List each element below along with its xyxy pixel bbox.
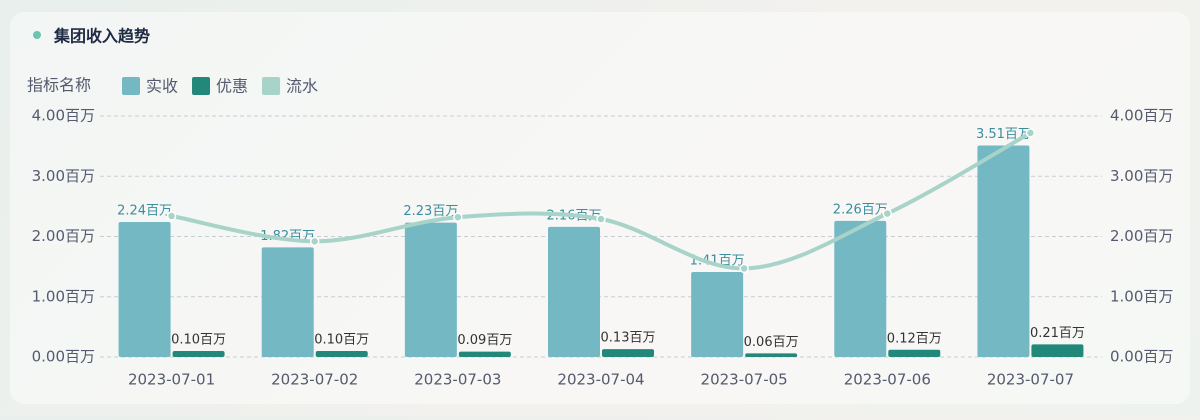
y-tick-label: 0.00百万 — [32, 348, 95, 366]
legend-title: 指标名称 — [27, 76, 91, 95]
bar — [172, 350, 225, 357]
x-tick-label: 2023-07-01 — [128, 371, 215, 389]
value-label: 0.09百万 — [457, 333, 512, 348]
chart-title: 集团收入趋势 — [53, 27, 150, 46]
y-tick-label: 4.00百万 — [32, 107, 95, 125]
bar — [1031, 344, 1084, 357]
legend-swatch — [192, 77, 211, 95]
value-label: 3.51百万 — [976, 127, 1031, 142]
y-tick-label: 2.00百万 — [32, 227, 95, 245]
y-tick-label: 1.00百万 — [32, 287, 95, 305]
value-label: 0.12百万 — [887, 331, 942, 346]
line-point — [596, 214, 606, 224]
legend-label: 实收 — [146, 77, 178, 96]
value-label: 0.10百万 — [171, 332, 226, 347]
line-point — [882, 208, 893, 219]
y2-tick-label: 2.00百万 — [1110, 227, 1173, 245]
bar — [404, 222, 457, 357]
line-point — [739, 263, 749, 274]
value-label: 2.24百万 — [117, 204, 172, 219]
bar — [261, 247, 314, 357]
value-label: 0.10百万 — [314, 332, 369, 347]
legend-swatch — [262, 77, 281, 95]
bar — [118, 222, 171, 357]
y2-tick-label: 0.00百万 — [1110, 348, 1173, 366]
value-label: 0.06百万 — [744, 335, 799, 350]
y2-tick-label: 1.00百万 — [1110, 287, 1173, 305]
bar — [458, 351, 511, 357]
x-tick-label: 2023-07-05 — [701, 371, 788, 389]
bar — [834, 220, 887, 357]
line-point — [309, 236, 320, 247]
bar — [548, 226, 600, 357]
line-point — [1025, 128, 1036, 138]
bar — [691, 272, 744, 357]
y2-tick-label: 3.00百万 — [1110, 167, 1173, 185]
line-point — [166, 211, 177, 221]
y2-tick-label: 4.00百万 — [1110, 107, 1173, 125]
y-tick-label: 3.00百万 — [32, 167, 95, 185]
bar — [888, 349, 941, 357]
x-tick-label: 2023-07-02 — [271, 371, 358, 389]
title-dot — [33, 31, 41, 39]
value-label: 2.23百万 — [403, 204, 458, 219]
legend-label: 优惠 — [216, 77, 248, 96]
x-tick-label: 2023-07-07 — [987, 371, 1074, 389]
bar — [315, 350, 368, 357]
bar — [977, 145, 1030, 357]
x-tick-label: 2023-07-03 — [414, 371, 501, 389]
bar — [745, 353, 798, 357]
value-label: 1.41百万 — [690, 254, 745, 269]
legend-label: 流水 — [286, 77, 318, 96]
legend-swatch — [122, 77, 140, 95]
bar — [602, 349, 654, 357]
line-point — [453, 212, 463, 222]
value-label: 2.26百万 — [833, 202, 888, 217]
value-label: 0.13百万 — [601, 331, 656, 346]
x-tick-label: 2023-07-06 — [844, 371, 931, 389]
x-tick-label: 2023-07-04 — [557, 371, 644, 389]
value-label: 0.21百万 — [1030, 326, 1085, 341]
